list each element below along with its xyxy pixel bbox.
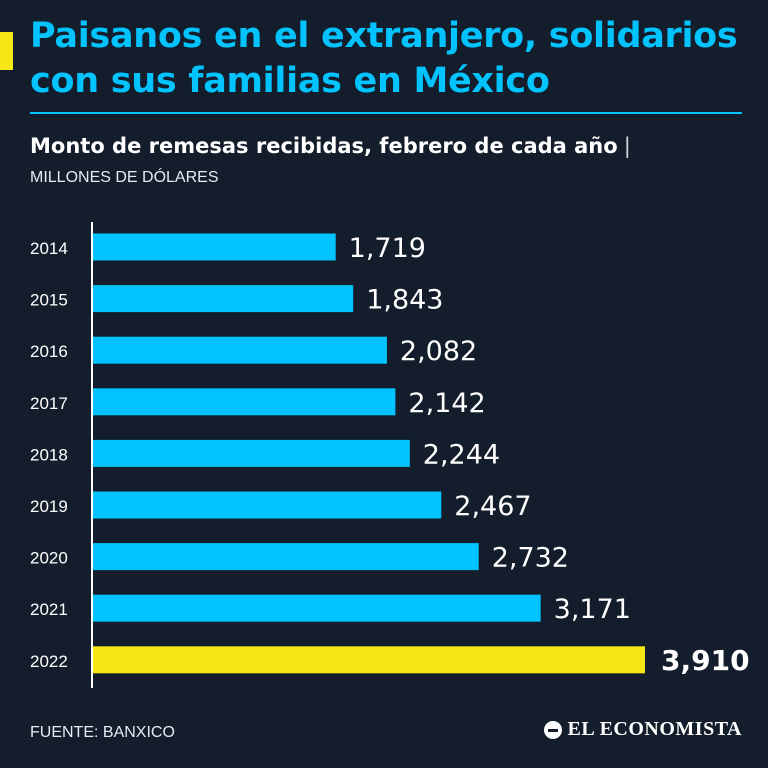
- brand-name: EL ECONOMISTA: [567, 718, 742, 740]
- y-tick-label: 2015: [30, 291, 68, 310]
- bar: [93, 233, 336, 261]
- y-tick-label: 2020: [30, 549, 68, 568]
- y-tick-label: 2019: [30, 497, 68, 516]
- units-label: MILLONES DE DÓLARES: [30, 169, 219, 186]
- y-tick-label: 2021: [30, 600, 68, 619]
- accent-bar: [0, 32, 13, 70]
- data-label: 1,843: [366, 285, 443, 316]
- data-label: 2,142: [408, 388, 485, 419]
- bar: [93, 594, 541, 622]
- data-label: 2,467: [454, 491, 531, 522]
- data-label: 2,732: [492, 543, 569, 574]
- chart-subtitle-text: Monto de remesas recibidas, febrero de c…: [30, 134, 618, 158]
- brand-logo: EL ECONOMISTA: [543, 718, 743, 741]
- y-tick-label: 2017: [30, 394, 68, 413]
- y-tick-label: 2016: [30, 342, 68, 361]
- source-label: FUENTE: BANXICO: [30, 724, 175, 741]
- bar: [93, 439, 410, 467]
- subtitle-separator: |: [623, 134, 631, 158]
- y-tick-label: 2022: [30, 652, 68, 671]
- bar: [93, 336, 387, 364]
- data-label: 3,910: [661, 644, 750, 677]
- data-label: 3,171: [554, 594, 631, 625]
- bar: [93, 543, 479, 571]
- y-tick-label: 2018: [30, 445, 68, 464]
- data-label: 2,082: [400, 336, 477, 367]
- chart-subtitle: Monto de remesas recibidas, febrero de c…: [30, 132, 631, 160]
- bar: [93, 285, 354, 313]
- y-tick-label: 2014: [30, 239, 68, 258]
- page-title: Paisanos en el extranjero, solidarios co…: [30, 16, 738, 101]
- title-divider: [30, 112, 742, 114]
- data-label: 1,719: [349, 233, 426, 264]
- data-label: 2,244: [423, 439, 500, 470]
- brand-logo-icon: [543, 720, 562, 739]
- bar: [93, 388, 396, 416]
- bar: [93, 491, 442, 519]
- bar: [93, 646, 645, 674]
